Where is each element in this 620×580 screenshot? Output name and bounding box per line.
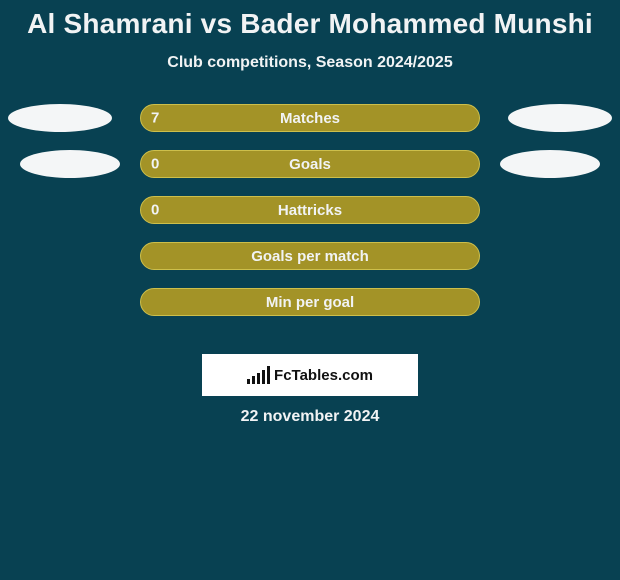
player-right-pill xyxy=(508,104,612,132)
stat-value-left: 7 xyxy=(151,110,159,127)
date-text: 22 november 2024 xyxy=(0,408,620,426)
stat-label: Goals xyxy=(141,156,479,173)
stat-row: Matches7 xyxy=(0,104,620,132)
stat-value-left: 0 xyxy=(151,156,159,173)
stat-bar: Hattricks0 xyxy=(140,196,480,224)
stat-rows: Matches7Goals0Hattricks0Goals per matchM… xyxy=(0,104,620,316)
stat-row: Min per goal xyxy=(0,288,620,316)
stat-label: Matches xyxy=(141,110,479,127)
stat-label: Goals per match xyxy=(141,248,479,265)
logo-bars-icon xyxy=(247,366,270,384)
stat-row: Hattricks0 xyxy=(0,196,620,224)
stat-value-left: 0 xyxy=(151,202,159,219)
stat-label: Hattricks xyxy=(141,202,479,219)
stat-bar: Goals per match xyxy=(140,242,480,270)
logo: FcTables.com xyxy=(202,354,418,396)
player-left-pill xyxy=(8,104,112,132)
page-title: Al Shamrani vs Bader Mohammed Munshi xyxy=(0,0,620,40)
comparison-infographic: Al Shamrani vs Bader Mohammed Munshi Clu… xyxy=(0,0,620,580)
stat-bar: Matches7 xyxy=(140,104,480,132)
stat-row: Goals per match xyxy=(0,242,620,270)
stat-label: Min per goal xyxy=(141,294,479,311)
logo-text: FcTables.com xyxy=(274,367,373,384)
stat-bar: Goals0 xyxy=(140,150,480,178)
stat-bar: Min per goal xyxy=(140,288,480,316)
stat-row: Goals0 xyxy=(0,150,620,178)
player-right-pill xyxy=(500,150,600,178)
player-left-pill xyxy=(20,150,120,178)
page-subtitle: Club competitions, Season 2024/2025 xyxy=(0,54,620,72)
